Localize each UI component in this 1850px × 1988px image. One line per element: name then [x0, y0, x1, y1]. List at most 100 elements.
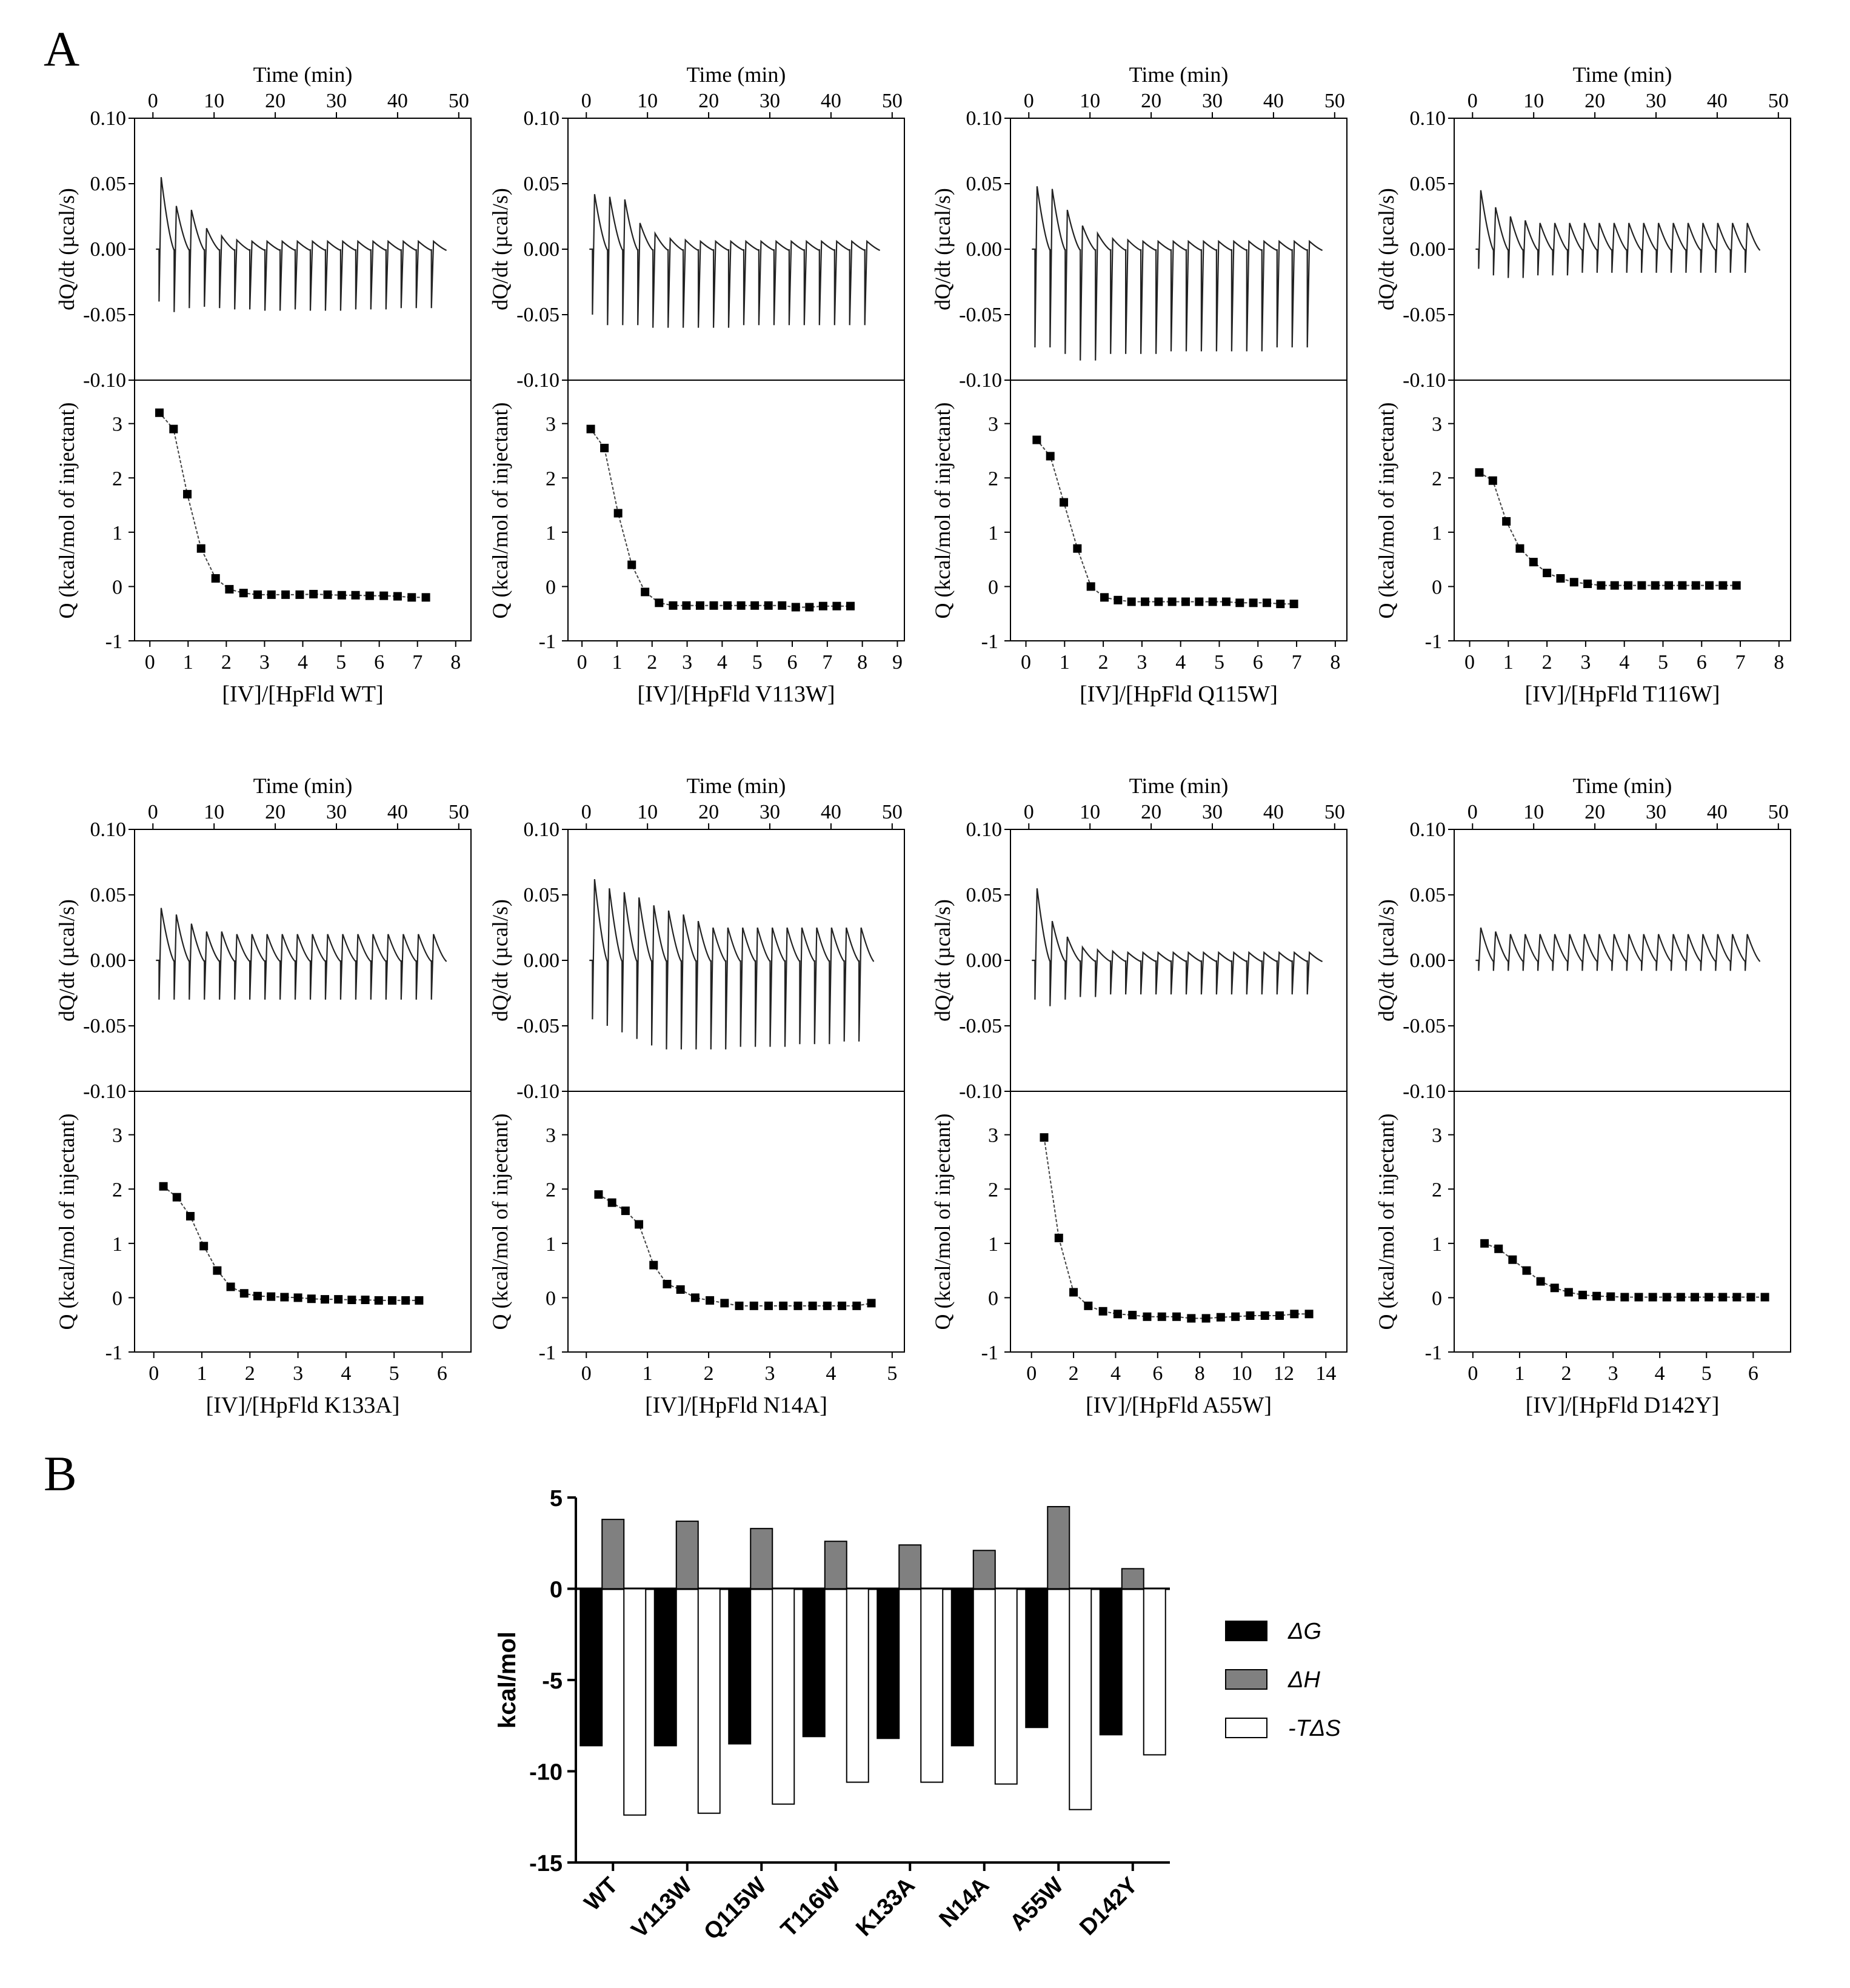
data-point: [199, 1242, 209, 1251]
data-point: [1760, 1293, 1769, 1302]
dq-tick-label: 0.10: [90, 818, 127, 841]
ratio-tick-label: 6: [1152, 1362, 1163, 1385]
data-point: [1073, 544, 1082, 553]
data-point: [293, 1293, 302, 1302]
data-point: [1275, 1311, 1284, 1320]
dq-tick-label: 0.00: [966, 238, 1003, 261]
bar-D142Y-0: [1099, 1588, 1123, 1736]
ratio-tick-label: 2: [1561, 1362, 1572, 1385]
data-point: [690, 1293, 700, 1302]
data-point: [1606, 1292, 1615, 1301]
data-point: [295, 590, 304, 599]
dq-tick-label: -0.05: [959, 304, 1002, 326]
data-point: [695, 601, 704, 610]
data-point: [1032, 435, 1041, 444]
data-point: [169, 424, 178, 433]
data-point: [1564, 1288, 1573, 1297]
data-point: [1718, 581, 1728, 590]
dq-tick-label: -0.05: [83, 304, 126, 326]
time-tick-label: 0: [581, 90, 592, 112]
data-point: [1648, 1293, 1657, 1302]
data-point: [1746, 1293, 1755, 1302]
thermogram-trace: [1032, 186, 1323, 361]
q-tick-label: 3: [1432, 413, 1442, 436]
data-point: [415, 1296, 424, 1305]
bar-D142Y-2: [1143, 1588, 1166, 1756]
ratio-tick-label: 6: [787, 651, 798, 674]
bar-K133A-1: [898, 1544, 922, 1590]
data-point: [374, 1296, 383, 1305]
q-tick-label: 3: [112, 413, 122, 436]
data-point: [267, 590, 276, 599]
y-axis-title: kcal/mol: [494, 1632, 521, 1729]
x-tick-label: N14A: [935, 1873, 994, 1932]
ratio-tick-label: 5: [336, 651, 346, 674]
bar-Q115W-1: [750, 1528, 773, 1590]
ratio-tick-label: 4: [1619, 651, 1629, 674]
data-point: [607, 1198, 616, 1207]
q-tick-label: 3: [988, 413, 998, 436]
time-tick-label: 20: [698, 801, 719, 823]
dq-axis-title: dQ/dt (µcal/s): [488, 188, 512, 310]
fit-line: [590, 429, 850, 608]
data-point: [586, 424, 595, 433]
ratio-tick-label: 4: [717, 651, 727, 674]
data-point: [613, 509, 623, 518]
ratio-tick-label: 5: [1658, 651, 1668, 674]
data-point: [641, 587, 650, 597]
ratio-tick-label: 3: [1137, 651, 1147, 674]
data-point: [627, 560, 636, 569]
data-point: [1157, 1312, 1166, 1321]
ratio-tick-label: 8: [1774, 651, 1784, 674]
thermogram-frame: [1010, 829, 1347, 1092]
y-tick-label: 5: [550, 1486, 563, 1511]
data-point: [407, 593, 416, 602]
data-point: [1304, 1310, 1314, 1319]
dq-tick-label: -0.10: [83, 1080, 126, 1103]
ratio-axis-title: [IV]/[HpFld A55W]: [1086, 1393, 1272, 1418]
ratio-tick-label: 3: [682, 651, 692, 674]
dq-tick-label: 0.05: [966, 884, 1003, 906]
ratio-tick-label: 5: [752, 651, 763, 674]
time-tick-label: 40: [1263, 801, 1284, 823]
time-tick-label: 40: [821, 90, 841, 112]
ratio-tick-label: 6: [437, 1362, 447, 1385]
data-point: [1592, 1291, 1601, 1300]
data-point: [196, 544, 205, 553]
time-tick-label: 40: [821, 801, 841, 823]
thermogram-frame: [1010, 118, 1347, 381]
data-point: [253, 590, 262, 599]
data-point: [649, 1260, 658, 1270]
dq-tick-label: -0.10: [516, 1080, 559, 1103]
ratio-axis-title: [IV]/[HpFld V113W]: [637, 681, 835, 707]
data-point: [723, 601, 732, 610]
x-tick-label: T116W: [776, 1873, 846, 1943]
time-tick-label: 10: [1523, 90, 1544, 112]
time-tick-label: 20: [265, 90, 286, 112]
time-tick-label: 40: [1707, 801, 1728, 823]
data-point: [280, 1293, 289, 1302]
ratio-tick-label: 1: [612, 651, 622, 674]
q-tick-label: 1: [988, 522, 998, 544]
data-point: [1086, 582, 1095, 591]
time-tick-label: 0: [1024, 801, 1034, 823]
data-point: [805, 603, 814, 612]
data-point: [791, 603, 800, 612]
q-axis-title: Q (kcal/mol of injectant): [1374, 403, 1398, 619]
q-axis-title: Q (kcal/mol of injectant): [488, 1114, 512, 1330]
ratio-tick-label: 0: [149, 1362, 159, 1385]
data-point: [1597, 581, 1606, 590]
data-point: [1249, 598, 1258, 607]
q-tick-label: 2: [1432, 1179, 1442, 1201]
time-tick-label: 10: [637, 90, 658, 112]
ratio-tick-label: 8: [857, 651, 867, 674]
q-tick-label: 1: [546, 1233, 556, 1256]
binding-isotherm-frame: [134, 380, 472, 641]
ratio-tick-label: 10: [1232, 1362, 1252, 1385]
data-point: [347, 1296, 356, 1304]
legend-swatch: [1225, 1669, 1267, 1690]
